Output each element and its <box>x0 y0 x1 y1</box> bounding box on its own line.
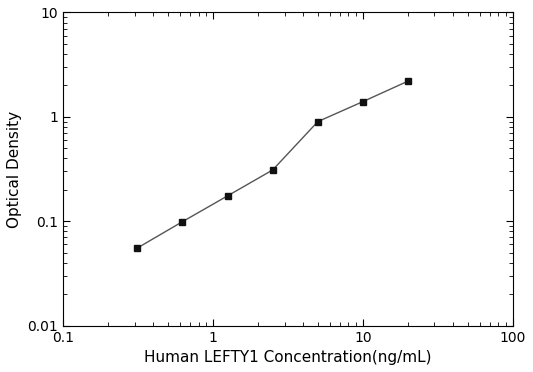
X-axis label: Human LEFTY1 Concentration(ng/mL): Human LEFTY1 Concentration(ng/mL) <box>144 350 432 365</box>
Y-axis label: Optical Density: Optical Density <box>7 110 22 228</box>
